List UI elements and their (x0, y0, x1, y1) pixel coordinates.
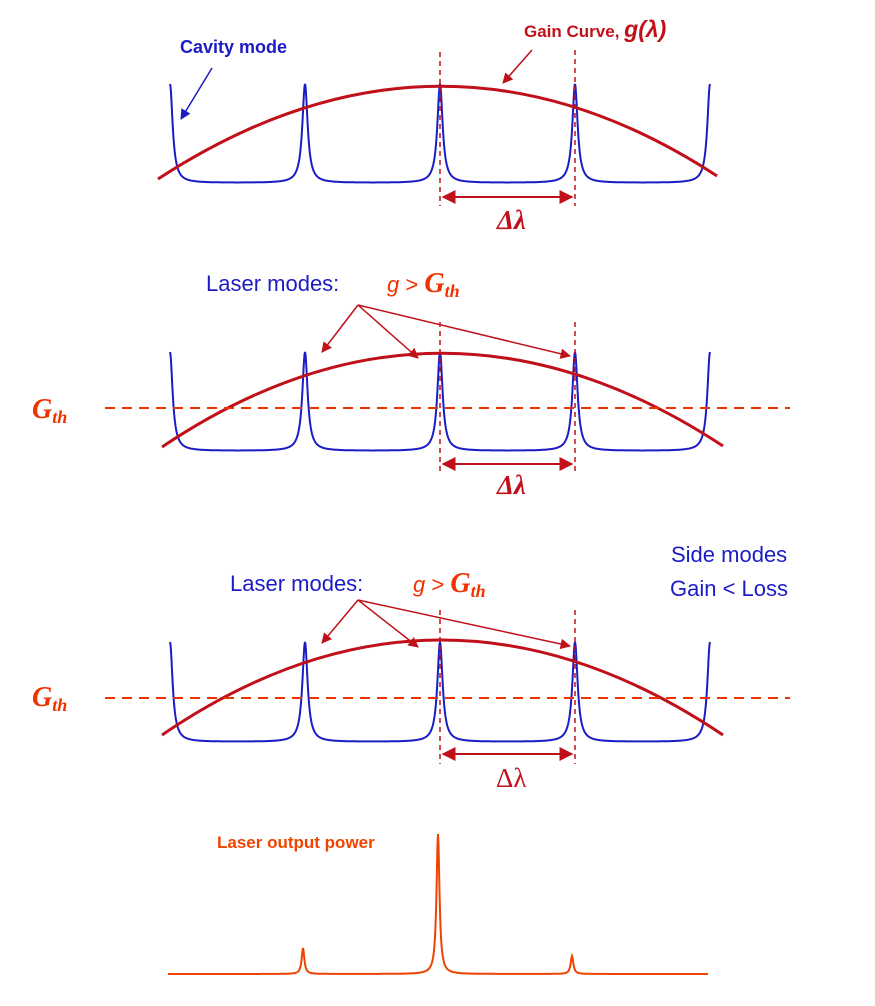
condition-G: G (450, 568, 471, 599)
condition-th: th (444, 281, 460, 302)
cavity-mode-pointer (180, 67, 213, 120)
condition-g: g (413, 572, 426, 597)
threshold-th: th (52, 695, 68, 716)
laser-mode-pointer-1 (321, 599, 359, 644)
side-modes-line-2: Gain < Loss (670, 576, 789, 601)
laser-modes-label: Laser modes: (230, 573, 363, 595)
laser-mode-pointer-3 (357, 599, 572, 650)
cavity-mode-label: Cavity mode (180, 37, 288, 57)
laser-mode-pointer-1 (321, 304, 359, 353)
condition-g: g (387, 272, 400, 297)
panel-2 (105, 304, 790, 474)
delta-lambda-label: Δλ (496, 763, 527, 793)
delta-lambda-label: Δλ (497, 205, 526, 235)
laser-mode-pointer-2 (357, 599, 419, 648)
laser-modes-label: Laser modes: (206, 273, 339, 295)
gain-curve (161, 351, 724, 449)
panel-1 (157, 49, 718, 206)
gain-curve (161, 638, 724, 737)
threshold-label: Gth (32, 682, 68, 716)
gain-curve-label: Gain Curve, g(λ) (524, 18, 666, 41)
threshold-G: G (32, 394, 53, 425)
laser-mode-pointer-3 (357, 304, 572, 359)
laser-modes-text: Laser modes: (206, 271, 340, 296)
cavity-mode-curve (169, 351, 711, 452)
condition-th: th (470, 581, 486, 602)
panel-4 (168, 833, 708, 975)
condition-G: G (424, 268, 445, 299)
panel-3 (105, 599, 790, 764)
gain-curve-text: Gain Curve, (524, 22, 625, 41)
threshold-label: Gth (32, 394, 68, 428)
gain-curve-pointer (502, 49, 533, 84)
gain-curve (157, 84, 718, 181)
laser-output-spectrum (168, 833, 708, 975)
condition-gt: > (399, 272, 425, 297)
condition-gt: > (425, 572, 451, 597)
laser-modes-text: Laser modes: (230, 571, 364, 596)
laser-output-label: Laser output power (217, 833, 375, 852)
lasing-condition: g > Gth (413, 568, 486, 602)
threshold-th: th (52, 407, 68, 428)
lasing-condition: g > Gth (387, 268, 460, 302)
threshold-G: G (32, 682, 53, 713)
gain-symbol: g(λ) (624, 16, 667, 42)
laser-mode-pointer-2 (357, 304, 419, 359)
delta-lambda-label: Δλ (497, 470, 526, 500)
side-modes-line-1: Side modes (671, 542, 788, 567)
